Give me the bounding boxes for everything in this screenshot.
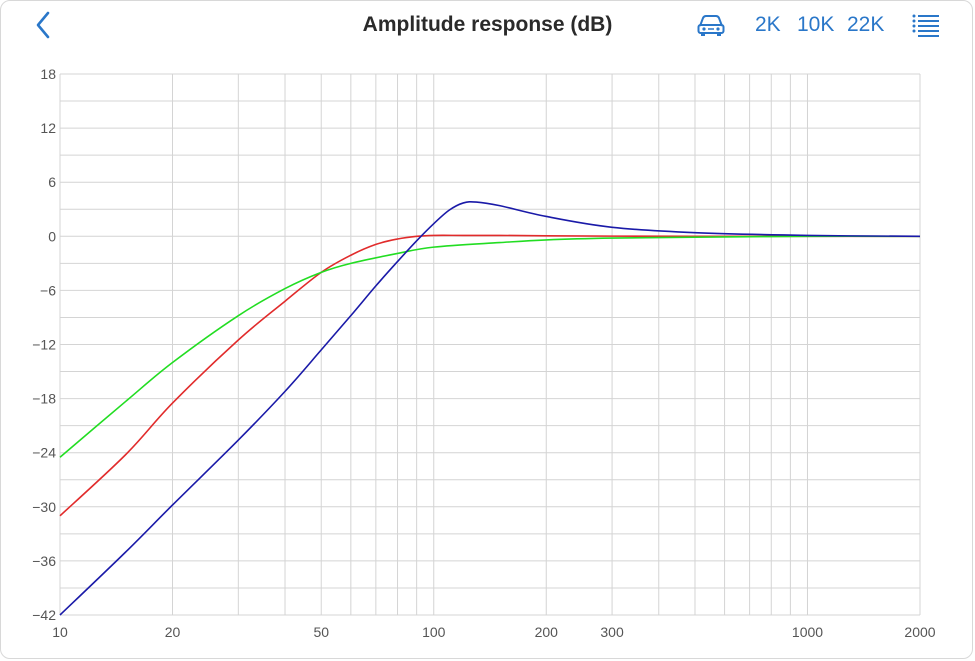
y-tick-label: −12 xyxy=(32,337,56,353)
x-tick-label: 300 xyxy=(600,624,624,640)
menu-button[interactable] xyxy=(911,12,941,38)
y-tick-label: −24 xyxy=(32,445,56,461)
y-tick-label: 18 xyxy=(40,66,56,82)
range-22k-button[interactable]: 22K xyxy=(847,13,885,36)
y-tick-label: −30 xyxy=(32,499,56,515)
series-line-2 xyxy=(59,235,921,458)
x-tick-label: 200 xyxy=(535,624,559,640)
x-tick-label: 1000 xyxy=(792,624,823,640)
range-10k-button[interactable]: 10K xyxy=(797,13,835,36)
car-icon xyxy=(697,15,725,36)
x-tick-label: 20 xyxy=(165,624,181,640)
y-tick-label: 0 xyxy=(48,228,56,244)
y-tick-label: −36 xyxy=(32,553,56,569)
x-tick-label: 50 xyxy=(313,624,329,640)
back-button[interactable] xyxy=(30,8,56,42)
series-line-1 xyxy=(59,234,920,517)
y-tick-label: −42 xyxy=(32,607,56,623)
x-tick-label: 2000 xyxy=(904,624,935,640)
y-tick-label: 6 xyxy=(48,174,56,190)
y-tick-label: −6 xyxy=(40,282,56,298)
list-menu-icon xyxy=(912,14,939,37)
y-tick-label: 12 xyxy=(40,120,56,136)
series-line-3 xyxy=(59,200,921,616)
x-tick-label: 10 xyxy=(52,624,68,640)
car-button[interactable] xyxy=(696,12,726,38)
y-tick-label: −18 xyxy=(32,391,56,407)
x-tick-label: 100 xyxy=(422,624,446,640)
range-2k-button[interactable]: 2K xyxy=(755,13,781,36)
chevron-left-icon xyxy=(36,11,50,39)
